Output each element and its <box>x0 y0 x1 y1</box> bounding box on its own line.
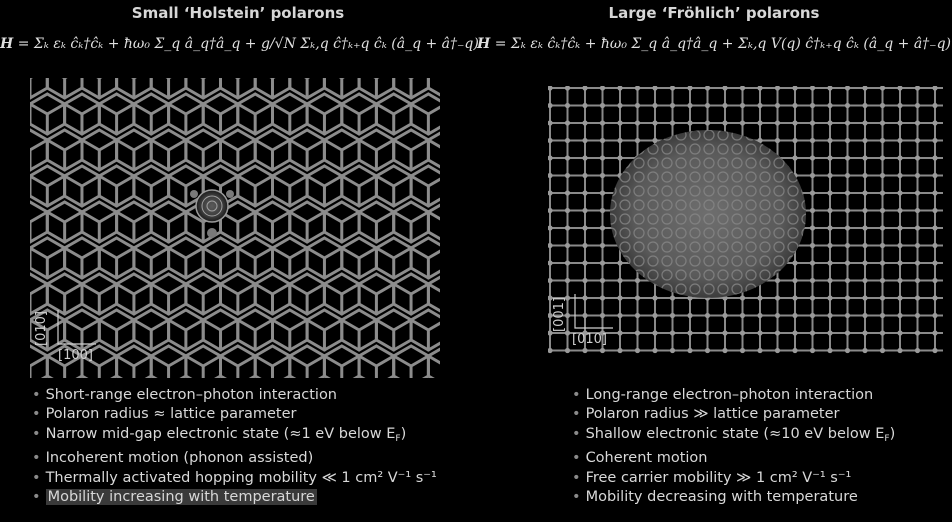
holstein-hamiltonian: H = Σₖ εₖ ĉₖ†ĉₖ + ħω₀ Σ_q â_q†â_q + g/√N… <box>0 36 479 52</box>
list-item: Polaron radius ≫ lattice parameter <box>572 405 895 424</box>
list-item: Mobility decreasing with temperature <box>572 488 895 507</box>
list-item: Free carrier mobility ≫ 1 cm² V⁻¹ s⁻¹ <box>572 469 895 488</box>
left-axis-vertical-label: [010] <box>34 311 49 346</box>
square-lattice <box>548 86 943 354</box>
list-item: Polaron radius ≈ lattice parameter <box>32 405 437 424</box>
hexagonal-lattice <box>30 78 440 378</box>
list-item: Long-range electron–photon interaction <box>572 386 895 405</box>
list-item: Mobility increasing with temperature <box>32 488 437 507</box>
small-polaron-properties: Short-range electron–photon interaction … <box>32 386 437 507</box>
small-polaron-panel: Small ‘Holstein’ polarons H = Σₖ εₖ ĉₖ†ĉ… <box>0 0 476 522</box>
large-polaron-title: Large ‘Fröhlich’ polarons <box>608 4 820 22</box>
left-axis-arrows <box>57 310 96 345</box>
frohlich-hamiltonian: H = Σₖ εₖ ĉₖ†ĉₖ + ħω₀ Σ_q â_q†â_q + Σₖ,q… <box>477 36 951 52</box>
right-axis-horizontal-label: [010] <box>572 332 607 347</box>
right-axis-arrows <box>574 294 613 329</box>
left-axis-horizontal-label: [100] <box>58 348 93 363</box>
list-item: Thermally activated hopping mobility ≪ 1… <box>32 469 437 488</box>
list-item: Coherent motion <box>572 449 895 468</box>
list-item: Short-range electron–photon interaction <box>32 386 437 405</box>
large-polaron <box>610 130 806 298</box>
large-polaron-properties: Long-range electron–photon interaction P… <box>572 386 896 507</box>
list-item: Narrow mid-gap electronic state (≈1 eV b… <box>32 425 437 449</box>
small-polaron-title: Small ‘Holstein’ polarons <box>131 4 345 22</box>
right-axis-vertical-label: [001] <box>552 297 567 332</box>
large-polaron-panel: Large ‘Fröhlich’ polarons H = Σₖ εₖ ĉₖ†ĉ… <box>476 0 952 522</box>
list-item: Shallow electronic state (≈10 eV below E… <box>572 425 896 449</box>
list-item: Incoherent motion (phonon assisted) <box>32 449 437 468</box>
small-polaron <box>190 189 234 238</box>
